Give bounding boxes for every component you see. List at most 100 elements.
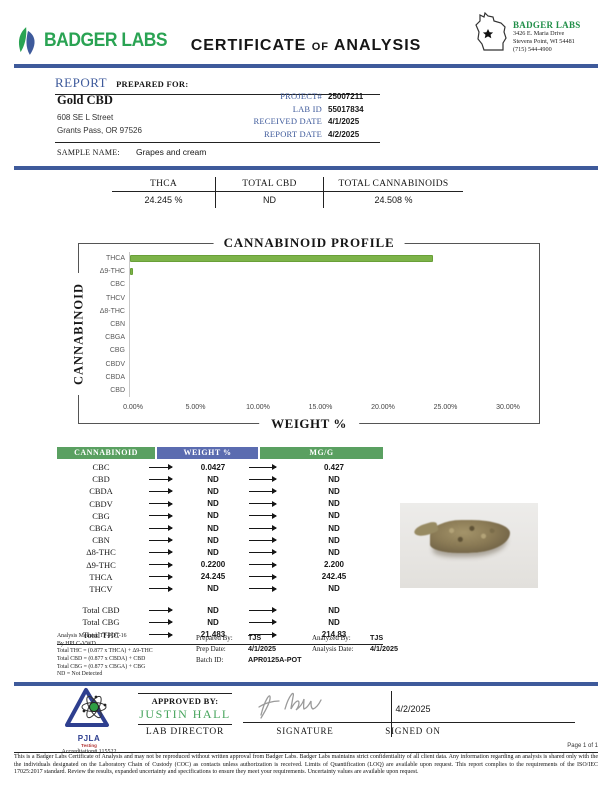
weight-value: ND — [207, 584, 219, 594]
chart-category-label: CBD — [110, 386, 125, 394]
approved-by-label: APPROVED BY: — [151, 696, 219, 706]
results-row: Total CBD ND ND — [57, 604, 383, 616]
arrow-icon — [249, 476, 277, 483]
field-row: REPORT DATE 4/2/2025 — [254, 129, 380, 142]
results-row: Total CBG ND ND — [57, 616, 383, 628]
x-tick-label: 25.00% — [433, 404, 458, 411]
mgg-value: ND — [328, 605, 340, 615]
pjla-accreditation: PJLA Testing Accreditation# 115522 — [48, 687, 130, 755]
chart-category-label: Δ9-THC — [99, 268, 125, 276]
report-info-grid: Gold CBD 608 SE L Street Grants Pass, OR… — [55, 90, 380, 143]
results-row: CBC 0.0427 0.427 — [57, 461, 383, 473]
chart-bar-track — [129, 252, 535, 266]
chart-row: Δ9-THC — [79, 265, 535, 279]
arrow-icon — [149, 537, 173, 544]
arrow-icon — [149, 585, 173, 592]
divider-rule — [14, 682, 598, 686]
arrow-icon — [149, 464, 173, 471]
header-cannabinoid: CANNABINOID — [57, 447, 155, 459]
report-label: REPORT — [55, 75, 108, 90]
analysis-date-value: 4/1/2025 — [370, 644, 398, 653]
received-date-value: 4/1/2025 — [328, 117, 360, 126]
cannabinoid-name: CBN — [92, 535, 110, 546]
arrow-icon — [149, 619, 173, 626]
cannabinoid-name: CBGA — [89, 523, 113, 534]
summary-header: TOTAL CBD — [216, 177, 323, 192]
chart-bar — [130, 268, 133, 276]
lab-phone: (715) 544-4900 — [513, 46, 552, 54]
summary-value: 24.245 % — [144, 195, 183, 205]
page-number: Page 1 of 1 — [567, 743, 598, 749]
mgg-value: ND — [328, 499, 340, 509]
arrow-icon — [149, 512, 173, 519]
pjla-org-label: PJLA — [77, 734, 101, 743]
chart-category-label: CBGA — [105, 334, 125, 342]
results-header: CANNABINOID WEIGHT % MG/G — [57, 447, 383, 459]
chart-bar-track — [129, 304, 535, 318]
weight-value: ND — [207, 547, 219, 557]
title-analysis: ANALYSIS — [333, 37, 422, 54]
arrow-icon — [249, 607, 277, 614]
labid-value: 55017834 — [328, 104, 364, 114]
mgg-value: ND — [328, 535, 340, 545]
mgg-value: ND — [328, 584, 340, 594]
leaf-icon — [18, 27, 35, 55]
approved-by-block: APPROVED BY: JUSTIN HALL LAB DIRECTOR — [138, 693, 232, 737]
chart-row: THCV — [79, 291, 535, 305]
lab-address-text: BADGER LABS 3426 E. Maria Drive Stevens … — [513, 12, 581, 54]
weight-value: ND — [207, 499, 219, 509]
summary-value: ND — [263, 195, 276, 205]
mgg-value: ND — [328, 547, 340, 557]
arrow-icon — [249, 631, 277, 638]
chart-category-label: THCV — [105, 294, 125, 302]
arrow-icon — [149, 549, 173, 556]
lab-city: Stevens Point, WI 54481 — [513, 38, 575, 46]
footer-divider — [14, 752, 598, 753]
arrow-icon — [149, 500, 173, 507]
weight-value: ND — [207, 511, 219, 521]
logo-text: BADGER LABS — [44, 30, 168, 51]
prep-info: Prepared By: TJS Prep Date: 4/1/2025 Bat… — [196, 633, 302, 666]
cannabinoid-name: Total CBD — [82, 605, 120, 616]
results-row: Δ8-THC ND ND — [57, 546, 383, 558]
cannabinoid-name: CBC — [92, 462, 110, 473]
mgg-value: ND — [328, 523, 340, 533]
chart-bar-track — [129, 278, 535, 292]
results-row: THCA 24.245 242.45 — [57, 571, 383, 583]
chart-bar — [130, 255, 434, 263]
chart-row: CBD — [79, 383, 535, 398]
mgg-value: 242.45 — [321, 572, 347, 582]
arrow-icon — [249, 512, 277, 519]
results-row: CBGA ND ND — [57, 522, 383, 534]
weight-value: ND — [207, 523, 219, 533]
results-row: CBG ND ND — [57, 510, 383, 522]
x-tick-label: 5.00% — [185, 404, 206, 411]
weight-value: 21.483 — [200, 630, 226, 640]
chart-row: CBDA — [79, 370, 535, 384]
signature-divider — [391, 691, 392, 737]
chart-category-label: CBDV — [105, 360, 125, 368]
arrow-icon — [249, 464, 277, 471]
summary-col-thca: THCA 24.245 % — [112, 177, 215, 208]
cannabinoid-name: THCA — [89, 571, 113, 582]
approver-title: LAB DIRECTOR — [145, 727, 225, 737]
mgg-value: 0.427 — [323, 462, 345, 472]
note-line: Total CBG = (0.877 x CBGA) + CBG — [57, 663, 146, 670]
weight-value: ND — [207, 486, 219, 496]
analysis-row: Analyzed By: TJS — [312, 633, 398, 644]
weight-value: ND — [207, 605, 219, 615]
analyzed-by-value: TJS — [370, 633, 384, 642]
chart-row: THCA — [79, 252, 535, 266]
cannabinoid-name: Δ9-THC — [86, 559, 116, 570]
summary-header: TOTAL CANNABINOIDS — [324, 177, 463, 192]
chart-title: CANNABINOID PROFILE — [213, 235, 405, 251]
chart-category-label: Δ8-THC — [99, 307, 125, 315]
weight-value: 0.2200 — [200, 560, 226, 570]
arrow-icon — [149, 607, 173, 614]
header-weight: WEIGHT % — [157, 447, 258, 459]
mgg-value: ND — [328, 617, 340, 627]
results-rows: CBC 0.0427 0.427 CBD ND ND CBDA ND ND CBDV ND ND CBG… — [57, 459, 383, 645]
note-line: ND = Not Detected — [57, 671, 103, 678]
report-date-label: REPORT DATE — [264, 128, 322, 139]
